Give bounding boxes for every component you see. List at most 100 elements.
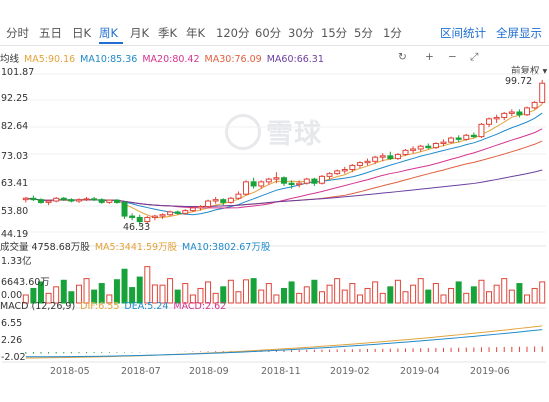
candle-body [281, 177, 287, 184]
volume-bar [463, 292, 470, 304]
tab-1[interactable]: 五日 [39, 26, 62, 40]
tab-4[interactable]: 月K [130, 26, 150, 40]
volume-bar [311, 279, 318, 304]
volume-bar [493, 284, 500, 304]
x-axis-label-2: 2018-09 [189, 366, 229, 377]
volume-bar [448, 287, 455, 304]
volume-bar [432, 283, 439, 304]
volume-bar [531, 287, 538, 304]
macd-items-2: MACD:2.62 [173, 301, 227, 312]
zoom-out-icon[interactable]: − [448, 51, 457, 63]
zoom-in-icon[interactable]: + [425, 51, 434, 63]
vol-items-1: MA10:3802.67万股 [182, 242, 271, 253]
price-axis-label-1: 92.25 [1, 93, 29, 104]
fullscreen-link[interactable]: 全屏显示 [496, 26, 542, 40]
volume-bar [440, 294, 447, 304]
price-axis-label-3: 73.03 [1, 151, 29, 162]
candle-body [106, 199, 113, 203]
candle-body [113, 199, 120, 203]
tab-3[interactable]: 周K [99, 26, 119, 40]
volume-bar [53, 286, 60, 304]
x-axis-label-3: 2018-11 [261, 366, 301, 377]
xueqiu-watermark-logo: 雪球 [225, 112, 322, 151]
volume-bar [539, 281, 546, 304]
candle-body [402, 149, 409, 155]
volume-bar [273, 294, 280, 304]
candle-body [37, 199, 44, 203]
tab-2[interactable]: 日K [72, 26, 92, 40]
volume-bar [75, 284, 82, 304]
reset-icon[interactable]: ↻ [398, 51, 407, 63]
volume-bar [22, 294, 29, 304]
low-price-mark: 46.33 [123, 222, 151, 233]
candle-body [501, 112, 508, 118]
candle-body [235, 193, 242, 199]
volume-bar [250, 278, 257, 304]
candle-body [387, 155, 394, 160]
candle-body [212, 199, 219, 202]
fuquan-toggle[interactable]: 前复权 ▾ [511, 63, 547, 77]
volume-bar [425, 289, 432, 304]
candle-body [144, 216, 151, 223]
volume-bar [98, 283, 105, 304]
volume-bar [410, 284, 417, 304]
ma-legend: 均线 MA5:90.16 MA10:85.36 MA20:80.42 MA30:76.0… [0, 51, 334, 65]
candle-body [539, 82, 546, 103]
candle-body [189, 207, 196, 212]
price-axis-label-4: 63.41 [1, 178, 29, 189]
volume-bar [227, 279, 234, 304]
candle-body [250, 181, 257, 187]
x-axis-label-5: 2019-04 [400, 366, 440, 377]
volume-bar [356, 294, 363, 304]
candle-body [372, 156, 379, 162]
tab-6[interactable]: 年K [186, 26, 206, 40]
volume-bar [144, 266, 151, 304]
price-axis-label-0: 101.87 [1, 67, 35, 78]
volume-label: 成交量 4758.68万股 [0, 242, 90, 253]
candle-body [129, 215, 136, 218]
volume-bar [205, 281, 212, 304]
volume-bar [508, 289, 515, 304]
tab-9[interactable]: 30分 [288, 26, 315, 40]
tab-7[interactable]: 120分 [216, 26, 250, 40]
candle-body [167, 211, 174, 216]
volume-bar [182, 283, 189, 304]
candle-body [205, 200, 212, 207]
tab-11[interactable]: 5分 [354, 26, 373, 40]
fuquan-label: 前复权 [511, 66, 540, 77]
macd-axis-label-0: 6.55 [1, 318, 23, 329]
volume-legend: 成交量 4758.68万股 MA5:3441.59万股 MA10:3802.67万股 [0, 239, 280, 253]
volume-bar [364, 287, 371, 304]
candle-body [341, 169, 348, 172]
tab-12[interactable]: 1分 [383, 26, 402, 40]
volume-bar [524, 294, 531, 304]
tab-5[interactable]: 季K [158, 26, 178, 40]
volume-bar [303, 286, 310, 304]
candle-body [356, 162, 363, 166]
ma-label: 均线 [0, 54, 20, 65]
expand-icon[interactable]: ⤢ [470, 51, 479, 63]
volume-bar [60, 279, 67, 304]
candle-body [45, 200, 52, 203]
ma-items-1: MA10:85.36 [80, 54, 138, 65]
volume-bar [516, 283, 523, 304]
candle-body [455, 137, 462, 140]
dif-line [25, 325, 543, 359]
volume-bar [394, 279, 401, 304]
volume-bar [151, 284, 158, 304]
tab-0[interactable]: 分时 [6, 26, 29, 40]
ma-items-4: MA60:66.31 [266, 54, 324, 65]
tab-10[interactable]: 15分 [321, 26, 348, 40]
tab-8[interactable]: 60分 [255, 26, 282, 40]
candle-body [318, 175, 325, 184]
volume-bar [281, 287, 287, 304]
candle-body [425, 145, 432, 149]
candle-body [394, 153, 401, 160]
volume-bar [455, 281, 462, 304]
interval-stats-link[interactable]: 区间统计 [440, 26, 486, 40]
candle-body [243, 181, 250, 195]
volume-bar [68, 291, 75, 304]
vol-axis-label-1: 6643.60万 [1, 277, 50, 288]
candle-body [60, 197, 67, 201]
